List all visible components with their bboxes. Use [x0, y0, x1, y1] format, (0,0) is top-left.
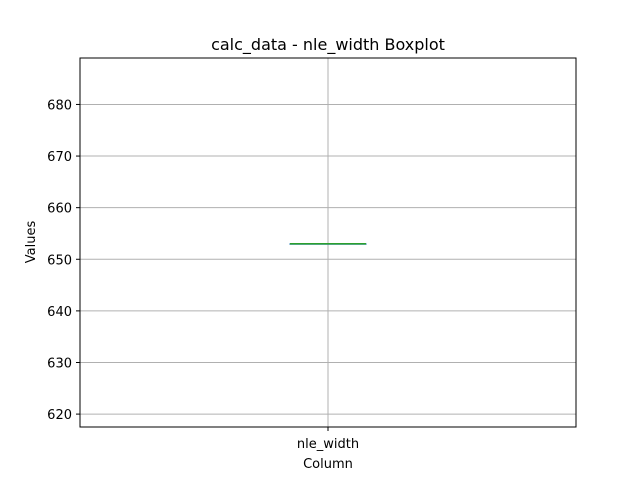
y-tick-label: 650 — [47, 253, 72, 268]
y-tick-label: 680 — [47, 98, 72, 113]
y-tick-label: 660 — [47, 202, 72, 217]
x-tick-label: nle_width — [297, 437, 359, 452]
grid-lines — [80, 58, 576, 427]
y-tick-label: 630 — [47, 356, 72, 371]
y-axis-label: Values — [24, 221, 39, 264]
x-axis-label: Column — [303, 457, 353, 472]
box-nle_width — [289, 243, 367, 245]
chart-title: calc_data - nle_width Boxplot — [211, 35, 445, 55]
axis-ticks: 620 630 640 650 660 670 680 nle_width — [47, 98, 359, 452]
box-plot-group — [289, 243, 367, 245]
y-tick-label: 670 — [47, 150, 72, 165]
y-tick-label: 640 — [47, 305, 72, 320]
y-tick-label: 620 — [47, 408, 72, 423]
